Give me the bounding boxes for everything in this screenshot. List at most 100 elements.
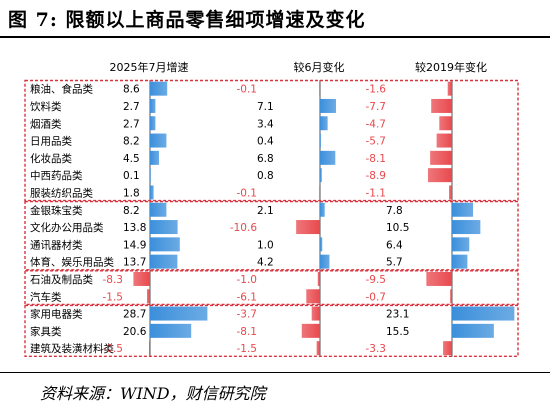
source-rule (0, 372, 550, 373)
value-label-col-vs-june: 6.8 (257, 153, 274, 165)
bar-col-2025 (150, 323, 192, 338)
value-label-col-vs-june: -1.0 (237, 274, 258, 286)
bar-col-2025 (150, 116, 156, 131)
value-label-col-vs-june: -0.1 (237, 187, 258, 199)
value-label-col-vs-june: 7.1 (257, 101, 274, 113)
bar-col-2025 (150, 306, 208, 321)
bar-col-2025 (133, 271, 150, 286)
bar-col-vs-june (301, 323, 320, 338)
bar-col-vs-2019 (452, 237, 470, 252)
value-label-col-vs-2019: -7.7 (366, 101, 387, 113)
bar-col-2025 (150, 220, 178, 235)
category-label: 家用电器类 (30, 308, 83, 321)
value-label-col-vs-june: 4.2 (257, 257, 274, 269)
category-label: 烟酒类 (30, 117, 62, 130)
bar-col-vs-2019 (452, 323, 494, 338)
bar-col-2025 (150, 150, 159, 165)
group-box-2 (24, 200, 519, 271)
bar-col-vs-june (316, 341, 320, 356)
value-label-col-vs-2019: -1.6 (366, 84, 387, 96)
bar-col-vs-june (320, 168, 322, 183)
bar-col-vs-june (320, 254, 330, 269)
bar-col-vs-2019 (436, 133, 452, 148)
bar-col-vs-2019 (426, 271, 452, 286)
value-label-col-vs-2019: -8.9 (366, 170, 387, 182)
bar-col-vs-2019 (452, 220, 481, 235)
value-label-col-2025: 14.9 (123, 239, 146, 251)
value-label-col-vs-june: 0.4 (257, 136, 274, 148)
category-label: 通讯器材类 (30, 238, 83, 251)
bar-col-2025 (150, 254, 178, 269)
value-label-col-vs-2019: -9.5 (366, 274, 387, 286)
value-label-col-2025: 1.8 (123, 187, 140, 199)
category-label: 粮油、食品类 (30, 83, 93, 96)
bar-col-vs-june (319, 185, 320, 200)
category-label: 汽车类 (30, 290, 62, 303)
value-label-col-2025: 4.5 (123, 153, 140, 165)
value-label-col-vs-june: -6.1 (237, 291, 258, 303)
value-label-col-vs-june: 0.8 (257, 170, 274, 182)
value-label-col-vs-june: -1.5 (237, 343, 258, 355)
value-label-col-2025: 13.8 (123, 222, 146, 234)
series-header-1: 2025年7月增速 (110, 60, 189, 74)
bar-col-vs-june (296, 220, 320, 235)
category-label: 日用品类 (30, 135, 72, 148)
bar-col-vs-2019 (447, 81, 452, 96)
value-label-col-2025: -8.3 (103, 274, 124, 286)
value-label-col-2025: 2.7 (123, 118, 140, 130)
value-label-col-2025: 0.1 (123, 170, 140, 182)
value-label-col-vs-2019: 10.5 (386, 222, 409, 234)
value-label-col-vs-june: -3.7 (237, 309, 258, 321)
bar-col-vs-june (320, 133, 321, 148)
bar-col-2025 (147, 289, 150, 304)
value-label-col-vs-2019: -3.3 (366, 343, 387, 355)
bar-col-vs-june (320, 237, 323, 252)
value-label-col-vs-june: -8.1 (237, 326, 258, 338)
value-label-col-2025: 28.7 (123, 309, 146, 321)
bar-col-vs-2019 (443, 341, 452, 356)
bar-col-vs-2019 (427, 168, 452, 183)
bar-col-2025 (150, 133, 167, 148)
value-label-col-2025: 13.7 (123, 257, 146, 269)
value-label-col-vs-2019: -8.1 (366, 153, 387, 165)
group-box-3 (24, 270, 519, 306)
category-label: 家具类 (30, 325, 62, 338)
category-label: 文化办公用品类 (30, 221, 104, 234)
bar-col-2025 (150, 185, 154, 200)
group-box-1 (24, 79, 519, 202)
value-label-col-vs-2019: 5.7 (386, 257, 403, 269)
bar-col-vs-2019 (449, 185, 452, 200)
bar-col-2025 (150, 202, 167, 217)
category-label: 体育、娱乐用品类 (30, 256, 114, 269)
value-label-col-vs-2019: 23.1 (386, 309, 409, 321)
bar-col-2025 (150, 98, 156, 113)
bar-col-2025 (150, 168, 151, 183)
value-label-col-2025: 20.6 (123, 326, 147, 338)
value-label-col-2025: 8.2 (123, 205, 140, 217)
category-label: 石油及制品类 (30, 273, 93, 286)
bar-col-vs-2019 (439, 116, 452, 131)
value-label-col-vs-2019: 7.8 (386, 205, 403, 217)
series-header-3: 较2019年变化 (415, 60, 487, 74)
bar-col-vs-2019 (431, 98, 452, 113)
bar-col-vs-2019 (430, 150, 452, 165)
value-label-col-vs-2019: 15.5 (386, 326, 409, 338)
category-label: 化妆品类 (30, 152, 72, 165)
value-label-col-vs-2019: 6.4 (386, 239, 403, 251)
bar-col-2025 (150, 81, 168, 96)
value-label-col-vs-2019: -0.7 (366, 291, 387, 303)
source-note: 资料来源：WIND，财信研究院 (40, 384, 266, 403)
value-label-col-vs-june: -0.1 (237, 84, 258, 96)
bar-col-2025 (149, 341, 150, 356)
category-label: 饮料类 (30, 100, 62, 113)
value-label-col-2025: 8.2 (123, 136, 140, 148)
value-label-col-vs-june: 2.1 (257, 205, 274, 217)
value-label-col-2025: -1.5 (103, 291, 124, 303)
bar-col-vs-june (317, 271, 320, 286)
bar-col-vs-june (306, 289, 320, 304)
value-label-col-vs-2019: -1.1 (366, 187, 387, 199)
group-box-4 (24, 304, 519, 357)
value-label-col-2025: 8.6 (123, 84, 140, 96)
bar-col-vs-2019 (452, 254, 468, 269)
